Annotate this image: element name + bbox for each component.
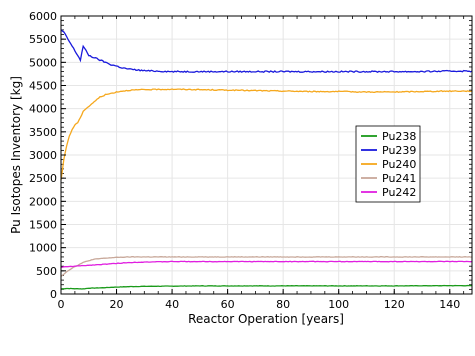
y-tick-label: 500 — [36, 265, 57, 278]
series-line-pu241 — [60, 256, 473, 277]
series-group — [60, 29, 473, 290]
y-tick-label: 1000 — [29, 242, 57, 255]
x-axis-ticks: 0 20 40 60 80 100 120 140 — [58, 289, 460, 311]
series-line-pu238 — [60, 284, 473, 290]
y-axis-label: Pu Isotopes Inventory [kg] — [9, 76, 23, 234]
legend-label: Pu239 — [382, 144, 416, 157]
x-axis-label: Reactor Operation [years] — [188, 312, 344, 326]
y-tick-label: 6000 — [29, 10, 57, 23]
y-tick-label: 5500 — [29, 33, 57, 46]
x-tick-label: 80 — [276, 298, 290, 311]
y-tick-label: 2500 — [29, 172, 57, 185]
y-tick-label: 1500 — [29, 219, 57, 232]
y-tick-label: 3500 — [29, 126, 57, 139]
x-tick-label: 40 — [165, 298, 179, 311]
y-tick-label: 3000 — [29, 149, 57, 162]
legend-label: Pu242 — [382, 186, 416, 199]
legend-label: Pu241 — [382, 172, 416, 185]
x-tick-label: 20 — [110, 298, 124, 311]
legend-label: Pu238 — [382, 130, 416, 143]
y-tick-label: 0 — [50, 288, 57, 301]
y-tick-label: 4000 — [29, 103, 57, 116]
y-tick-label: 2000 — [29, 195, 57, 208]
legend-label: Pu240 — [382, 158, 416, 171]
y-tick-label: 5000 — [29, 56, 57, 69]
y-tick-label: 4500 — [29, 80, 57, 93]
x-tick-label: 0 — [58, 298, 65, 311]
x-tick-label: 140 — [439, 298, 460, 311]
x-tick-label: 100 — [328, 298, 349, 311]
series-line-pu242 — [61, 260, 473, 268]
x-tick-label: 120 — [384, 298, 405, 311]
series-line-pu239 — [60, 29, 473, 74]
series-line-pu240 — [60, 88, 473, 181]
x-tick-label: 60 — [221, 298, 235, 311]
y-axis-ticks: 0 500 1000 1500 2000 2500 3000 3500 4000 4500 5000… — [29, 10, 66, 301]
